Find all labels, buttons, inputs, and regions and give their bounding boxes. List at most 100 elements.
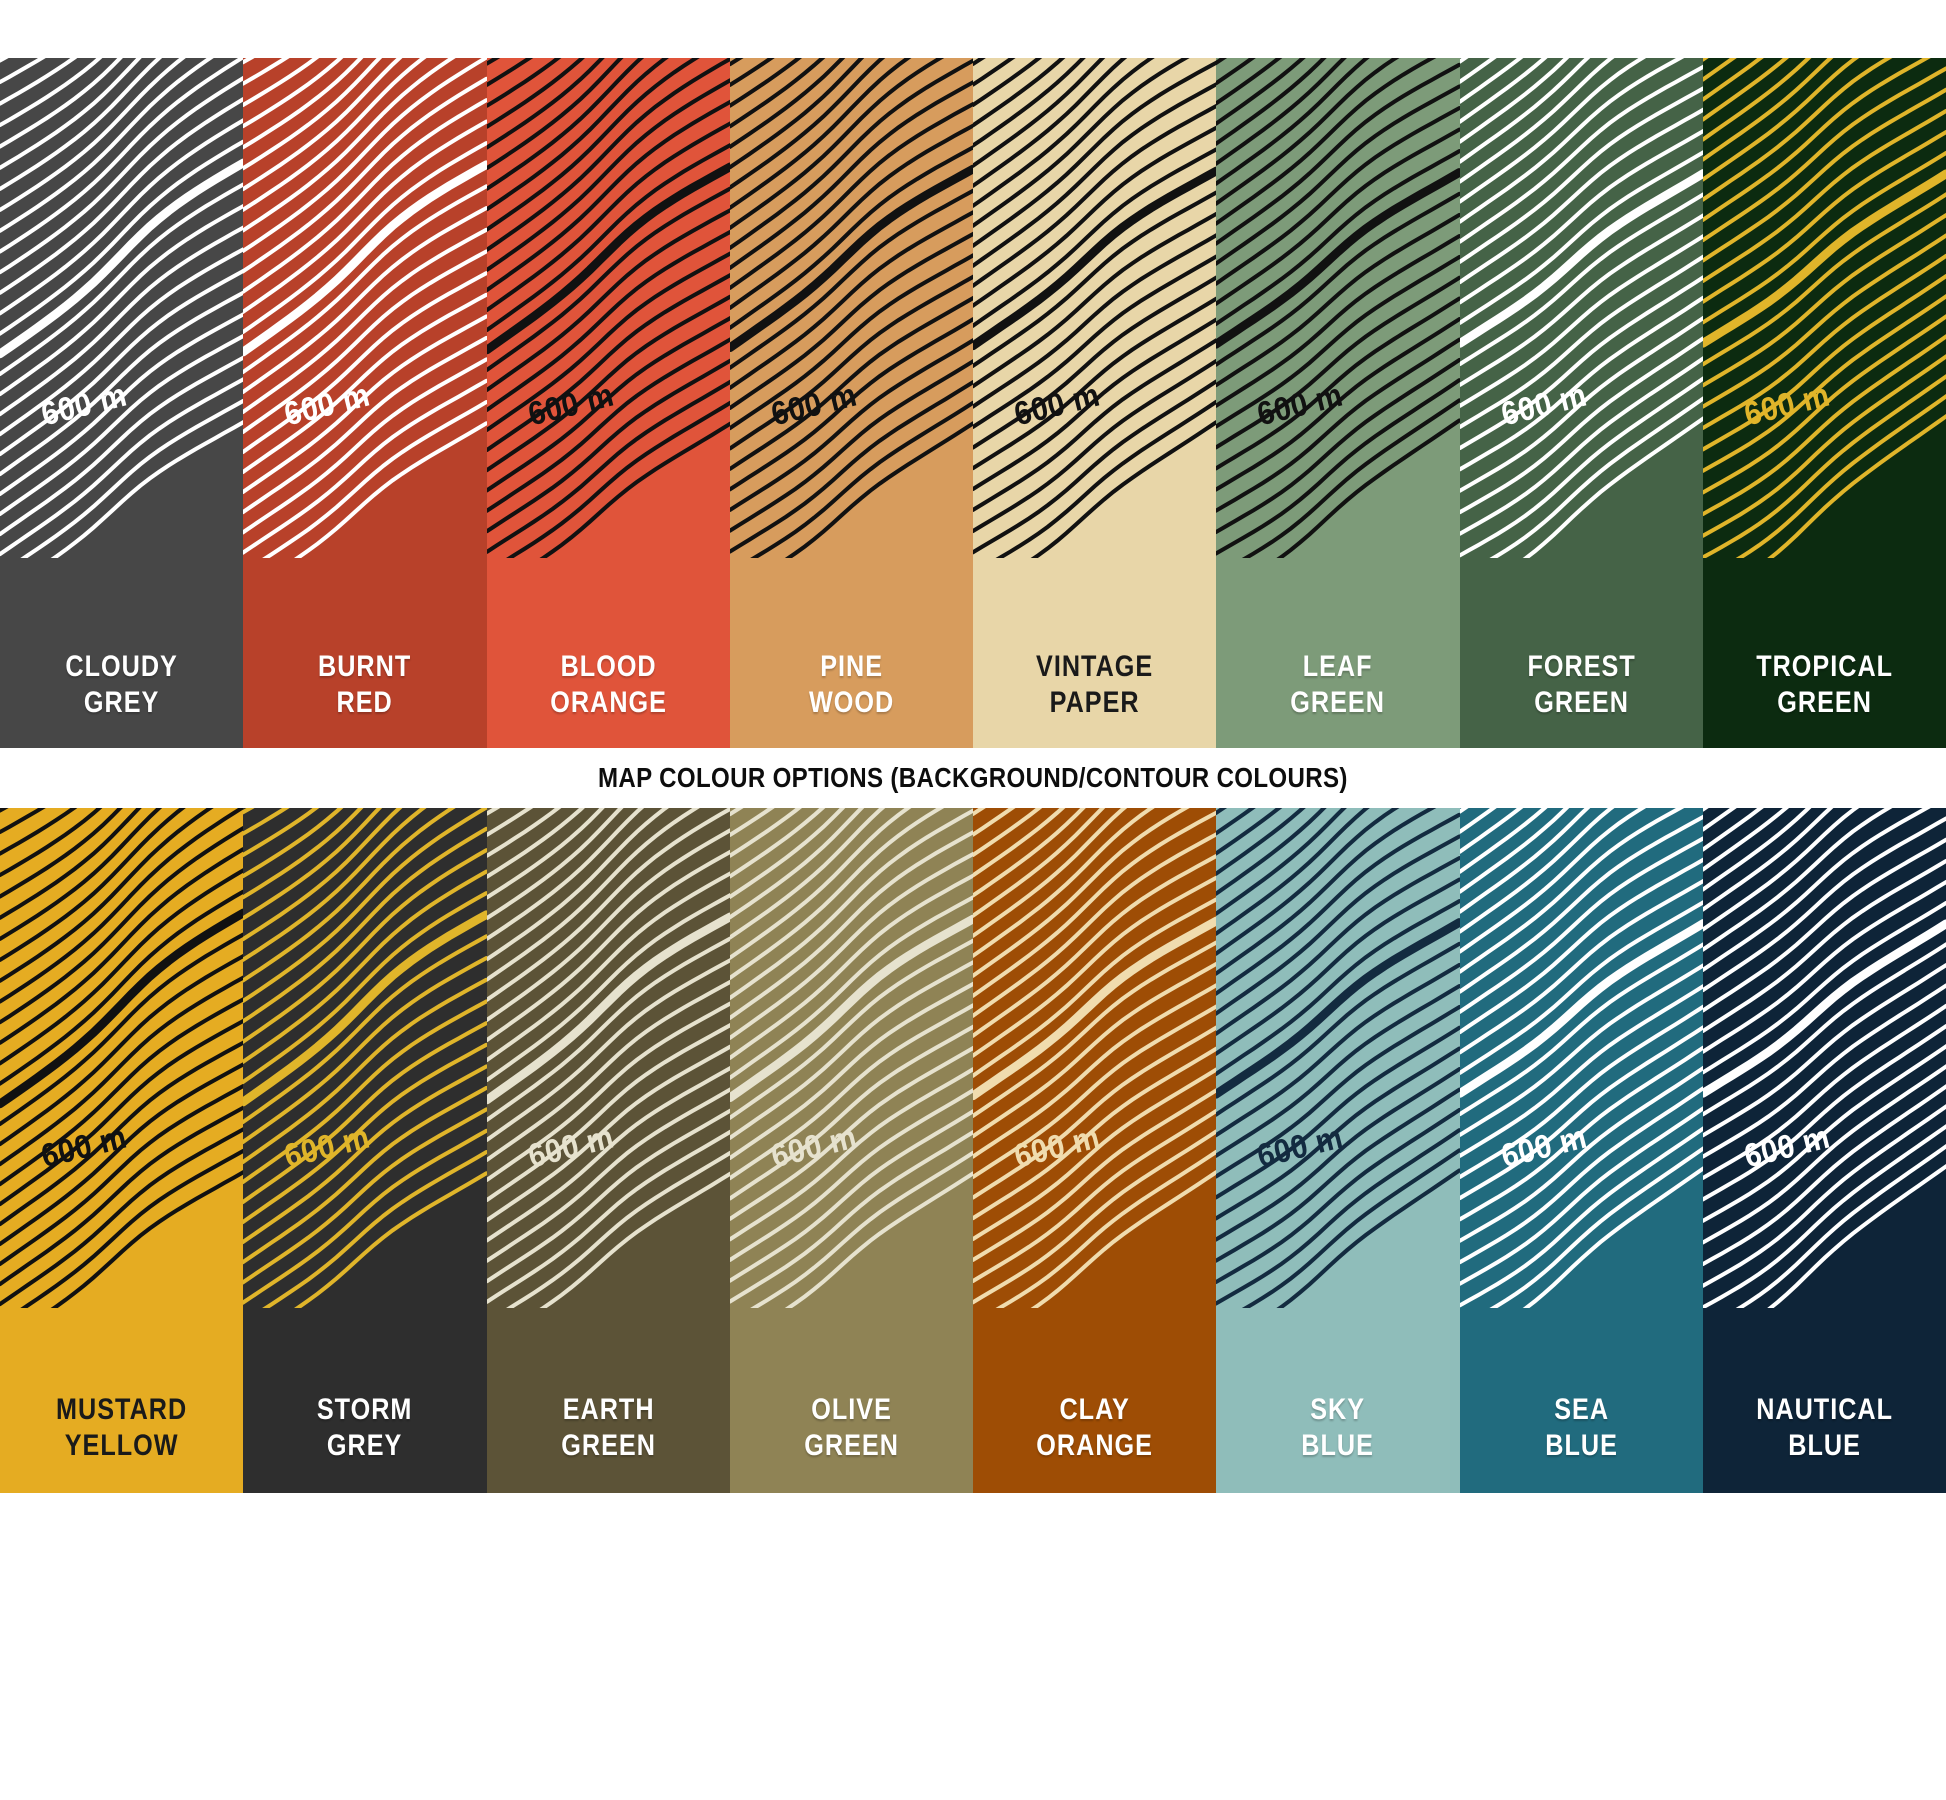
colour-swatch[interactable]: 600 m FOREST GREEN	[1459, 58, 1703, 748]
colour-swatch[interactable]: 600 m MUSTARD YELLOW	[0, 808, 244, 1493]
swatch-name-label: PINE WOOD	[749, 649, 953, 720]
swatch-name-label: NAUTICAL BLUE	[1722, 1392, 1926, 1463]
contour-artwork	[973, 58, 1217, 578]
swatch-name-line-1: LEAF	[1302, 650, 1373, 684]
swatch-name-line-1: SEA	[1553, 1393, 1609, 1427]
colour-swatch[interactable]: 600 m PINE WOOD	[729, 58, 973, 748]
contour-artwork	[729, 808, 973, 1328]
palette-caption: MAP COLOUR OPTIONS (BACKGROUND/CONTOUR C…	[598, 762, 1348, 793]
contour-pattern	[973, 58, 1217, 558]
contour-pattern	[0, 808, 244, 1308]
swatch-name-line-2: GREEN	[560, 1428, 656, 1462]
swatch-name-label: BURNT RED	[263, 649, 467, 720]
swatch-name-line-1: NAUTICAL	[1755, 1393, 1893, 1427]
contour-pattern	[1216, 58, 1460, 558]
swatch-name-line-2: GREEN	[804, 1428, 899, 1462]
swatch-name-label: STORM GREY	[263, 1392, 467, 1463]
contour-pattern	[0, 58, 244, 558]
caption-band: MAP COLOUR OPTIONS (BACKGROUND/CONTOUR C…	[0, 748, 1946, 808]
swatch-name-line-1: EARTH	[562, 1393, 655, 1427]
swatch-name-line-1: STORM	[317, 1393, 413, 1427]
colour-swatch[interactable]: 600 m TROPICAL GREEN	[1702, 58, 1946, 748]
contour-artwork	[1702, 58, 1946, 578]
swatch-name-label: CLAY ORANGE	[992, 1392, 1196, 1463]
swatch-name-line-2: BLUE	[1301, 1428, 1375, 1462]
colour-swatch[interactable]: 600 m STORM GREY	[243, 808, 487, 1493]
contour-pattern	[486, 58, 730, 558]
colour-swatch[interactable]: 600 m OLIVE GREEN	[729, 808, 973, 1493]
contour-artwork	[243, 808, 487, 1328]
colour-swatch[interactable]: 600 m LEAF GREEN	[1216, 58, 1460, 748]
colour-swatch[interactable]: 600 m EARTH GREEN	[486, 808, 730, 1493]
contour-pattern	[1216, 808, 1460, 1308]
contour-artwork	[0, 808, 244, 1328]
swatch-name-line-1: CLAY	[1059, 1393, 1130, 1427]
contour-artwork	[1459, 58, 1703, 578]
contour-artwork	[729, 58, 973, 578]
colour-swatch[interactable]: 600 m BLOOD ORANGE	[486, 58, 730, 748]
contour-pattern	[486, 808, 730, 1308]
swatch-name-line-2: WOOD	[808, 685, 894, 719]
swatch-name-line-1: VINTAGE	[1036, 650, 1154, 684]
contour-artwork	[0, 58, 244, 578]
swatch-name-line-1: OLIVE	[811, 1393, 892, 1427]
swatch-name-label: BLOOD ORANGE	[506, 649, 710, 720]
swatch-name-line-1: SKY	[1310, 1393, 1366, 1427]
contour-pattern	[973, 808, 1217, 1308]
contour-artwork	[1702, 808, 1946, 1328]
colour-swatch[interactable]: 600 m CLAY ORANGE	[973, 808, 1217, 1493]
contour-pattern	[243, 58, 487, 558]
contour-artwork	[1216, 58, 1460, 578]
swatch-name-label: CLOUDY GREY	[19, 649, 223, 720]
swatch-name-line-1: PINE	[819, 650, 883, 684]
contour-pattern	[729, 808, 973, 1308]
colour-swatch[interactable]: 600 m SKY BLUE	[1216, 808, 1460, 1493]
contour-artwork	[486, 808, 730, 1328]
swatch-name-line-2: GREEN	[1533, 685, 1629, 719]
bottom-margin	[0, 1493, 1946, 1800]
swatch-name-line-1: TROPICAL	[1755, 650, 1893, 684]
swatch-name-label: SEA BLUE	[1479, 1392, 1683, 1463]
swatch-name-line-2: GREY	[327, 1428, 403, 1462]
swatch-name-label: SKY BLUE	[1236, 1392, 1440, 1463]
swatch-name-label: MUSTARD YELLOW	[19, 1392, 223, 1463]
contour-artwork	[486, 58, 730, 578]
swatch-name-line-2: PAPER	[1049, 685, 1140, 719]
contour-artwork	[973, 808, 1217, 1328]
contour-pattern	[1702, 58, 1946, 558]
swatch-name-line-2: YELLOW	[64, 1428, 179, 1462]
swatch-name-label: TROPICAL GREEN	[1722, 649, 1926, 720]
colour-swatch[interactable]: 600 m BURNT RED	[243, 58, 487, 748]
top-margin	[0, 0, 1946, 58]
swatch-name-label: LEAF GREEN	[1236, 649, 1440, 720]
contour-pattern	[243, 808, 487, 1308]
swatch-name-line-2: GREEN	[1290, 685, 1386, 719]
swatch-name-line-2: GREY	[83, 685, 160, 719]
contour-pattern	[1459, 808, 1703, 1308]
swatch-name-label: EARTH GREEN	[506, 1392, 710, 1463]
swatch-name-label: OLIVE GREEN	[749, 1392, 953, 1463]
colour-swatch[interactable]: 600 m VINTAGE PAPER	[973, 58, 1217, 748]
colour-swatch[interactable]: 600 m CLOUDY GREY	[0, 58, 244, 748]
contour-pattern	[1459, 58, 1703, 558]
swatch-name-line-1: FOREST	[1526, 650, 1636, 684]
swatch-name-line-2: GREEN	[1777, 685, 1872, 719]
contour-artwork	[243, 58, 487, 578]
swatch-name-line-1: CLOUDY	[65, 650, 178, 684]
swatch-name-line-2: BLUE	[1544, 1428, 1618, 1462]
colour-swatch[interactable]: 600 m NAUTICAL BLUE	[1702, 808, 1946, 1493]
swatch-name-line-2: BLUE	[1788, 1428, 1861, 1462]
contour-artwork	[1459, 808, 1703, 1328]
swatch-name-line-2: RED	[336, 685, 393, 719]
swatch-name-line-1: BURNT	[318, 650, 412, 684]
contour-pattern	[1702, 808, 1946, 1308]
palette-row-1: 600 m CLOUDY GREY 600 m BURNT RED 600 m BLOOD OR…	[0, 58, 1946, 748]
contour-pattern	[729, 58, 973, 558]
swatch-name-label: FOREST GREEN	[1479, 649, 1683, 720]
colour-swatch[interactable]: 600 m SEA BLUE	[1459, 808, 1703, 1493]
swatch-name-line-2: ORANGE	[549, 685, 667, 719]
swatch-name-line-2: ORANGE	[1036, 1428, 1153, 1462]
palette-row-2: 600 m MUSTARD YELLOW 600 m STORM GREY 600 m EAR…	[0, 808, 1946, 1493]
swatch-name-line-1: BLOOD	[560, 650, 657, 684]
